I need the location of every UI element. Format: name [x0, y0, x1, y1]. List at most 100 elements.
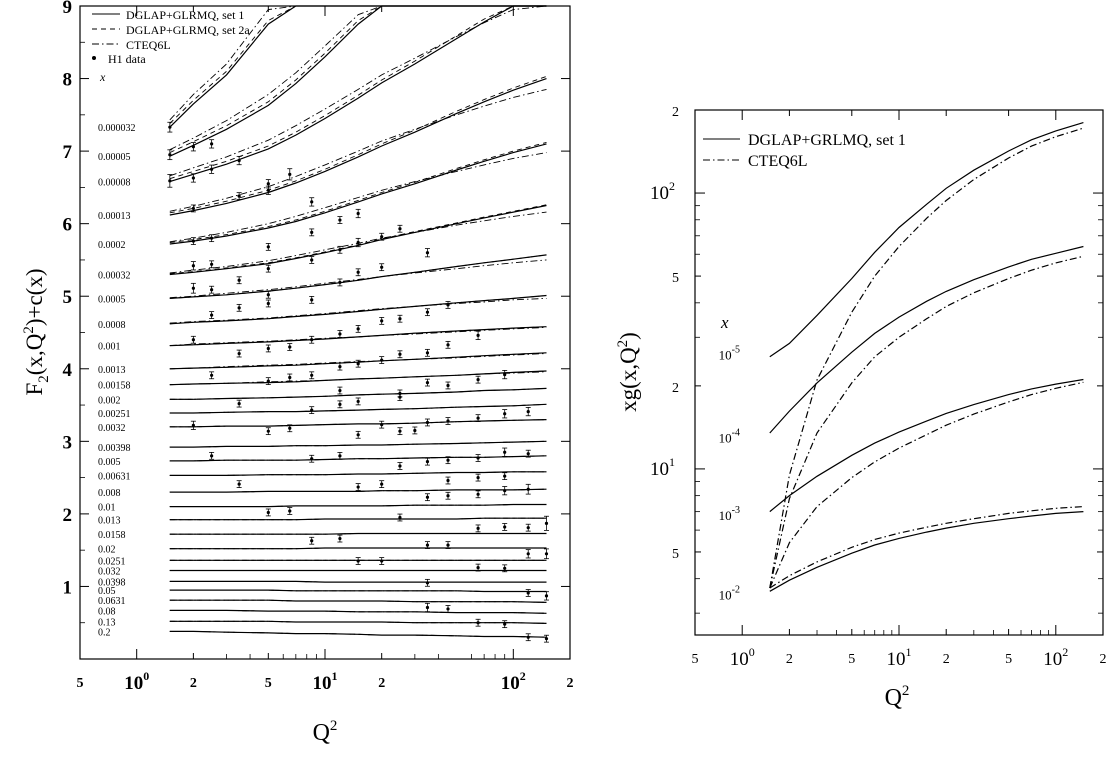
f2-legend-h1: H1 data	[108, 52, 146, 66]
f2-h1-data-point	[337, 400, 343, 409]
f2-x-value-label: 0.032	[98, 566, 121, 577]
f2-legend-cteq: CTEQ6L	[126, 38, 171, 52]
f2-h1-data-point	[337, 330, 343, 338]
f2-set2a-curve	[169, 620, 547, 624]
gluon-x-value-labels: 10-5 10-4 10-3 10-2	[719, 344, 740, 602]
f2-h1-data-point	[337, 278, 343, 287]
f2-x-value-labels: 0.000032 0.00005 0.00008 0.00013 0.0002 0.000…	[98, 123, 136, 638]
f2-h1-data-point	[543, 591, 549, 601]
f2-h1-data-point	[543, 515, 549, 531]
f2-h1-data-point	[355, 359, 361, 368]
f2-h1-data-point	[209, 234, 215, 243]
f2-h1-data-point	[397, 350, 403, 359]
f2-y-tick-label: 9	[63, 0, 73, 18]
gluon-set1-curve	[769, 122, 1084, 358]
f2-x-value-label: 0.0002	[98, 240, 126, 251]
gluon-axes: 5 101 2 5 102 2 5 100 2 5 101 2 5 102 2	[650, 105, 1107, 670]
f2-h1-data-point	[309, 228, 315, 237]
f2-h1-data-point	[525, 523, 531, 532]
gluon-x-value-label: 10-2	[719, 585, 740, 603]
f2-h1-data-point	[397, 314, 403, 323]
gluon-x-tick-label: 2	[1100, 652, 1107, 667]
f2-x-tick-label: 102	[501, 669, 526, 694]
f2-h1-data-point	[424, 248, 430, 258]
f2-x-value-label: 0.00251	[98, 409, 131, 420]
gluon-x-tick-label: 5	[692, 652, 699, 667]
f2-set1-curve	[169, 370, 547, 386]
f2-h1-data-point	[309, 454, 315, 463]
gluon-y-tick-label: 102	[650, 179, 675, 204]
f2-legend-set1: DGLAP+GLRMQ, set 1	[126, 8, 244, 22]
gluon-x-axis-title: Q2	[885, 683, 910, 711]
f2-set1-curve	[169, 143, 547, 245]
gluon-x-tick-label: 5	[1005, 652, 1012, 667]
f2-y-tick-label: 7	[63, 142, 73, 163]
f2-cteq6l-curve	[169, 152, 547, 243]
f2-h1-data-point	[475, 524, 481, 533]
f2-h1-data-point	[502, 620, 508, 629]
f2-cteq6l-curve	[169, 403, 547, 414]
f2-h1-data-point	[190, 204, 196, 213]
f2-x-value-label: 0.0013	[98, 365, 126, 376]
f2-h1-data-point	[287, 343, 293, 351]
gluon-legend: DGLAP+GRLMQ, set 1 CTEQ6L x	[703, 132, 906, 332]
f2-h1-data-point	[337, 216, 343, 224]
gluon-set1-curve	[769, 245, 1084, 434]
f2-x-value-label: 0.2	[98, 627, 111, 638]
f2-set1-curve	[169, 294, 547, 325]
f2-h1-data-point	[209, 260, 215, 269]
f2-h1-data-point	[412, 426, 418, 435]
f2-x-value-label: 0.0008	[98, 320, 126, 331]
f2-h1-data-point	[209, 139, 215, 149]
f2-h1-data-point	[355, 208, 361, 219]
f2-h1-data-point	[502, 370, 508, 380]
f2-set1-curve	[169, 78, 547, 216]
f2-set2a-curve	[169, 517, 547, 521]
f2-h1-data-point	[502, 523, 508, 531]
f2-set1-curve	[169, 403, 547, 414]
f2-h1-data-point	[424, 457, 430, 466]
f2-x-value-label: 0.00631	[98, 471, 131, 482]
f2-x-tick-label: 5	[265, 676, 272, 691]
f2-y-tick-label: 8	[63, 70, 73, 91]
f2-h1-data-point	[475, 618, 481, 627]
f2-set2a-curve	[169, 504, 547, 508]
f2-x-value-label: 0.0251	[98, 556, 126, 567]
f2-y-tick-label: 5	[63, 287, 73, 308]
f2-set2a-curve	[169, 5, 547, 180]
f2-h1-data-point	[209, 285, 215, 294]
f2-set2a-curve	[169, 440, 547, 448]
f2-h1-data-point	[265, 344, 271, 353]
f2-h1-data-point	[502, 472, 508, 481]
f2-legend: DGLAP+GLRMQ, set 1 DGLAP+GLRMQ, set 2a C…	[92, 8, 250, 84]
gluon-plot-frame	[694, 109, 1104, 636]
f2-x-value-label: 0.00158	[98, 381, 131, 392]
f2-h1-data-point	[397, 513, 403, 522]
gluon-x-tick-label: 101	[887, 645, 912, 670]
gluon-cteq6l-curve	[769, 381, 1084, 589]
f2-legend-set2a: DGLAP+GLRMQ, set 2a	[126, 23, 250, 37]
f2-h1-data-point	[525, 449, 531, 458]
f2-set2a-curve	[169, 589, 547, 592]
f2-h1-data-point	[209, 311, 215, 319]
f2-x-value-label: 0.08	[98, 606, 116, 617]
f2-h1-data-point	[190, 173, 196, 183]
f2-h1-data-point	[190, 335, 196, 344]
f2-h1-data-point	[424, 418, 430, 427]
f2-h1-data-point	[337, 534, 343, 543]
f2-h1-data-point	[424, 578, 430, 587]
f2-x-value-label: 0.00032	[98, 270, 131, 281]
f2-h1-data-point	[265, 377, 271, 385]
f2-h1-data-point	[209, 371, 215, 380]
f2-cteq6l-curve	[169, 326, 547, 347]
f2-x-tick-label: 101	[313, 669, 338, 694]
gluon-x-value-label: 10-5	[719, 344, 740, 362]
f2-h1-data-point	[475, 473, 481, 482]
f2-h1-data-point	[236, 155, 242, 166]
f2-h1-data-point	[502, 564, 508, 573]
f2-x-value-label: 0.05	[98, 586, 116, 597]
f2-x-axis-title: Q2	[313, 718, 338, 746]
f2-x-value-label: 0.008	[98, 488, 121, 499]
f2-h1-data-point	[236, 192, 242, 200]
f2-h1-data-point	[424, 348, 430, 357]
